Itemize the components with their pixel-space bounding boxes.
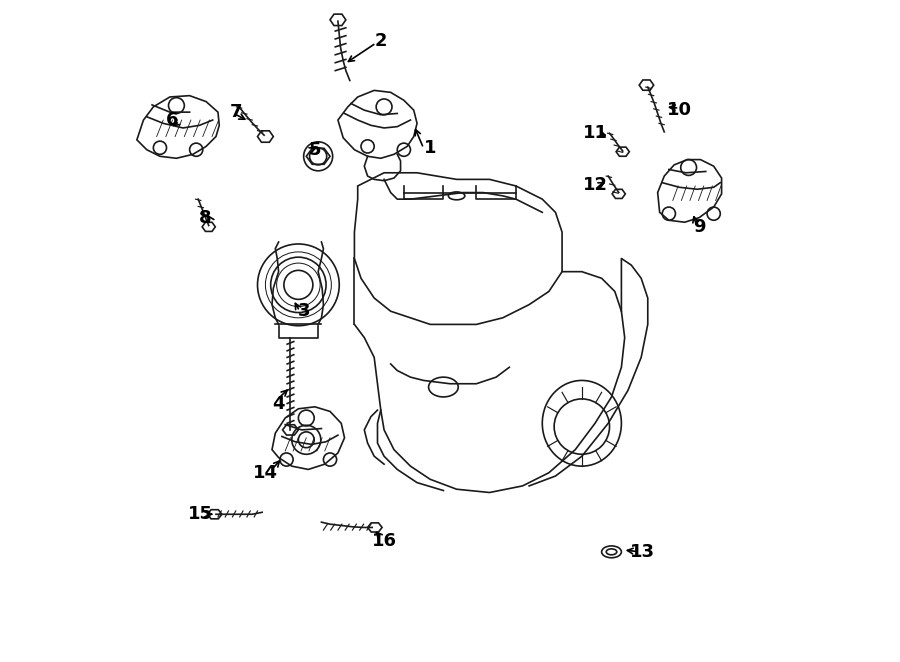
Text: 15: 15 <box>188 505 213 523</box>
Text: 14: 14 <box>253 464 278 482</box>
Text: 13: 13 <box>630 543 655 561</box>
Text: 8: 8 <box>199 209 212 226</box>
Text: 9: 9 <box>693 218 706 236</box>
Text: 1: 1 <box>424 140 436 158</box>
Text: 4: 4 <box>273 395 285 412</box>
Text: 7: 7 <box>230 103 242 121</box>
Text: 3: 3 <box>297 303 310 320</box>
Text: 2: 2 <box>374 32 387 50</box>
Text: 16: 16 <box>372 532 397 549</box>
Text: 6: 6 <box>166 111 178 129</box>
Text: 5: 5 <box>309 141 321 159</box>
Text: 12: 12 <box>582 175 608 194</box>
Text: 11: 11 <box>582 124 608 142</box>
Text: 10: 10 <box>667 101 692 119</box>
